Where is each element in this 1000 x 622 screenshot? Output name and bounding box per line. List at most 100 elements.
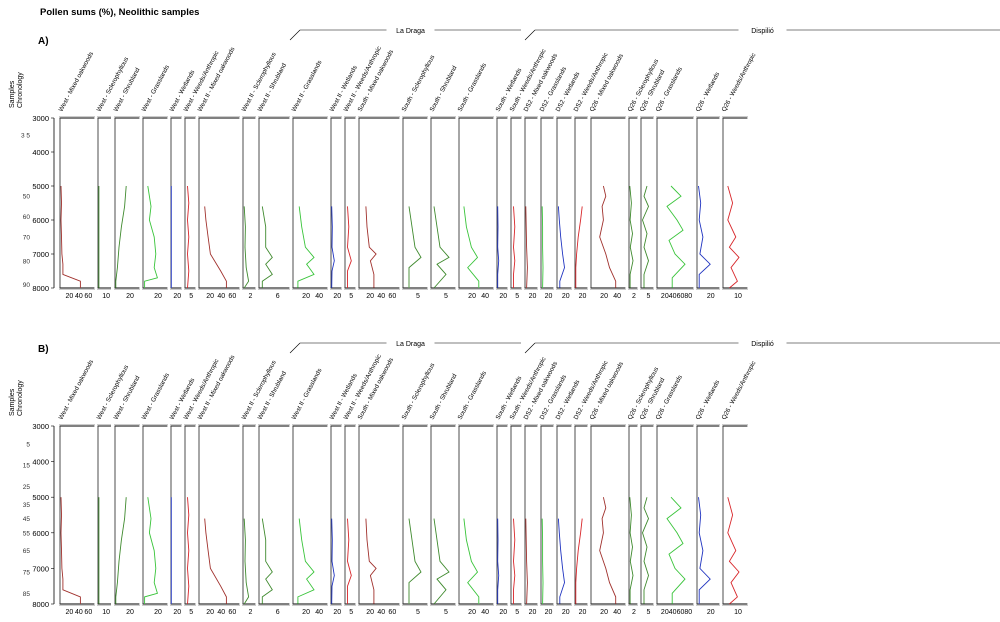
series-line xyxy=(541,518,544,605)
x-tick-label: 60 xyxy=(84,293,92,300)
chronology-tick-label: 6000 xyxy=(32,529,49,538)
x-tick-label: 5 xyxy=(416,293,420,300)
group-label: Dispilió xyxy=(751,341,774,348)
x-tick-label: 20 xyxy=(707,609,715,616)
x-tick-label: 2 xyxy=(632,609,636,616)
x-tick-label: 40 xyxy=(669,293,677,300)
x-tick-label: 10 xyxy=(734,293,742,300)
series-line xyxy=(727,497,740,605)
x-tick-label: 20 xyxy=(333,293,341,300)
x-tick-label: 6 xyxy=(276,293,280,300)
x-tick-label: 5 xyxy=(349,609,353,616)
series-line xyxy=(204,206,227,288)
series-line xyxy=(365,518,377,604)
sample-tick-label: 3 5 xyxy=(21,133,30,140)
x-tick-label: 40 xyxy=(75,293,83,300)
series-line xyxy=(433,206,450,289)
series-line xyxy=(144,185,158,288)
x-tick-label: 20 xyxy=(66,609,74,616)
series-line xyxy=(557,518,565,604)
x-tick-label: 60 xyxy=(84,609,92,616)
series-line xyxy=(331,518,335,605)
series-line xyxy=(261,518,273,604)
series-line xyxy=(599,497,617,604)
chronology-tick-label: 3000 xyxy=(32,114,49,123)
series-line xyxy=(575,206,583,288)
series-line xyxy=(666,496,686,604)
y-axis-title: Chronology xyxy=(17,72,24,108)
y-axis-title: Samples xyxy=(9,80,16,108)
x-tick-label: 2 xyxy=(249,293,253,300)
chronology-tick-label: 7000 xyxy=(32,250,49,259)
x-tick-label: 5 xyxy=(189,293,193,300)
series-line xyxy=(243,206,250,289)
panels: A)ChronologySamples300040005000600070008… xyxy=(9,25,1000,616)
series-line xyxy=(297,518,315,604)
chronology-tick-label: 5000 xyxy=(32,182,49,191)
x-tick-label: 10 xyxy=(102,609,110,616)
sample-tick-label: 5 xyxy=(26,441,30,448)
sample-tick-label: 55 xyxy=(23,530,31,537)
x-tick-label: 20 xyxy=(579,293,587,300)
figure-title: Pollen sums (%), Neolithic samples xyxy=(40,7,199,18)
series-line xyxy=(60,185,81,288)
x-tick-label: 40 xyxy=(613,293,621,300)
series-line xyxy=(60,497,81,604)
series-label: West - Grasslands xyxy=(141,372,171,421)
sample-tick-label: 90 xyxy=(23,282,31,289)
y-axis-title: Chronology xyxy=(17,380,24,416)
series-line xyxy=(541,206,544,289)
x-tick-label: 20 xyxy=(562,293,570,300)
x-tick-label: 60 xyxy=(677,293,685,300)
x-tick-label: 5 xyxy=(416,609,420,616)
series-line xyxy=(347,518,352,604)
x-tick-label: 20 xyxy=(499,609,507,616)
group-label-bg xyxy=(386,338,435,348)
x-tick-label: 40 xyxy=(217,293,225,300)
panel-label: A) xyxy=(38,36,49,47)
chronology-tick-label: 5000 xyxy=(32,493,49,502)
series-line xyxy=(525,206,528,289)
series-line xyxy=(187,185,190,289)
x-tick-label: 5 xyxy=(515,293,519,300)
series-line xyxy=(698,185,711,288)
x-tick-label: 20 xyxy=(66,293,74,300)
x-tick-label: 20 xyxy=(545,609,553,616)
x-tick-label: 20 xyxy=(366,609,374,616)
series-line xyxy=(331,206,335,289)
x-tick-label: 5 xyxy=(444,293,448,300)
sample-tick-label: 15 xyxy=(23,463,31,470)
x-tick-label: 40 xyxy=(481,293,489,300)
x-tick-label: 40 xyxy=(377,609,385,616)
series-line xyxy=(144,497,158,604)
series-label: West - Grasslands xyxy=(141,64,171,113)
chronology-tick-label: 6000 xyxy=(32,216,49,225)
series-label: West - Mixed oakwoods xyxy=(58,51,96,113)
series-line xyxy=(629,185,634,288)
x-tick-label: 20 xyxy=(468,609,476,616)
series-label: West II - Grasslands xyxy=(291,367,324,421)
series-line xyxy=(629,497,634,604)
x-tick-label: 20 xyxy=(154,609,162,616)
series-line xyxy=(204,518,227,604)
x-tick-label: 40 xyxy=(377,293,385,300)
sample-tick-label: 70 xyxy=(23,235,31,242)
x-tick-label: 20 xyxy=(173,609,181,616)
group-label: La Draga xyxy=(396,28,425,35)
x-tick-label: 6 xyxy=(276,609,280,616)
x-tick-label: 20 xyxy=(707,293,715,300)
group-label-bg xyxy=(738,338,787,348)
group-label: La Draga xyxy=(396,341,425,348)
x-tick-label: 20 xyxy=(206,293,214,300)
series-line xyxy=(365,206,377,288)
series-label: West - Mixed oakwoods xyxy=(58,359,96,421)
x-tick-label: 5 xyxy=(647,609,651,616)
x-tick-label: 20 xyxy=(600,293,608,300)
x-tick-label: 60 xyxy=(677,609,685,616)
x-tick-label: 5 xyxy=(444,609,448,616)
x-tick-label: 60 xyxy=(228,609,236,616)
x-tick-label: 10 xyxy=(102,293,110,300)
series-line xyxy=(642,185,649,288)
series-line xyxy=(433,518,450,605)
